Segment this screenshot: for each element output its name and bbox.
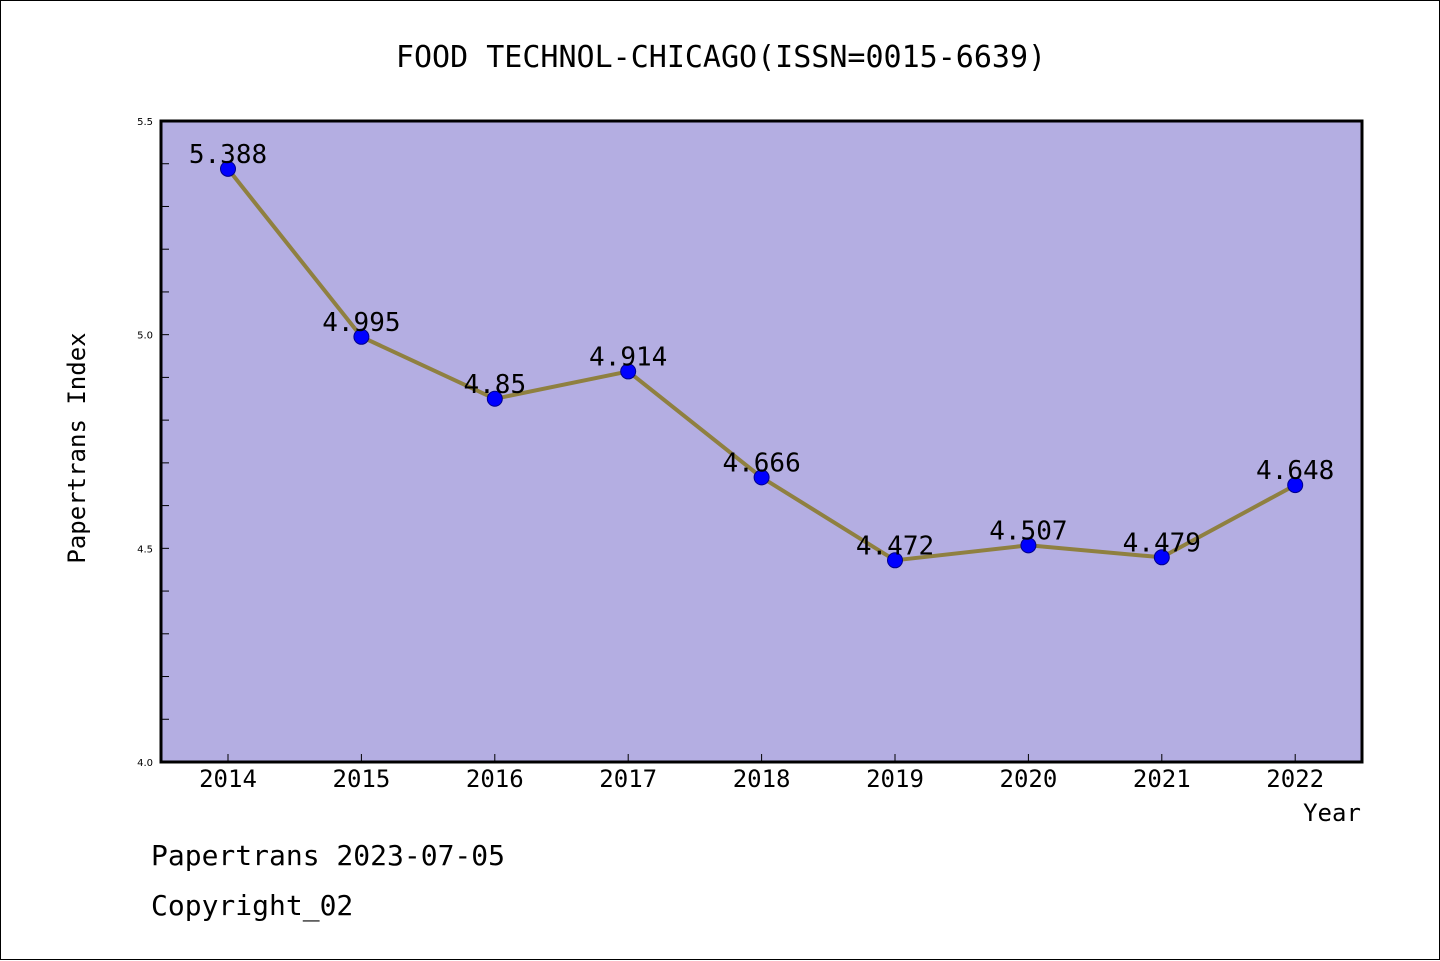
- data-point: [220, 160, 236, 177]
- x-tick-label: 2018: [733, 765, 791, 793]
- data-label: 4.85: [463, 370, 526, 400]
- y-tick-label: 5.0: [137, 331, 153, 342]
- data-markers: [220, 160, 1304, 569]
- y-minor-ticks: [161, 163, 169, 720]
- x-tick-label: 2017: [599, 765, 657, 793]
- data-label: 4.666: [722, 448, 800, 478]
- data-labels: 5.388 4.995 4.85 4.914 4.666 4.472 4.507 4.479 4…: [189, 140, 1334, 561]
- data-point: [620, 363, 637, 380]
- data-label: 4.472: [856, 531, 934, 561]
- x-tick-label: 2019: [866, 765, 924, 793]
- data-point: [887, 552, 903, 569]
- y-axis-ticks: 4.0 4.5 5.0 5.5: [137, 117, 169, 769]
- data-label: 4.914: [589, 342, 667, 372]
- footer-date: Papertrans 2023-07-05: [151, 839, 505, 872]
- data-label: 4.507: [989, 516, 1067, 546]
- footer-copyright: Copyright_02: [151, 889, 353, 923]
- data-point: [1153, 549, 1170, 566]
- x-tick-label: 2020: [1000, 765, 1058, 793]
- plot-area: [159, 119, 1364, 764]
- x-tick-label: 2021: [1133, 765, 1191, 793]
- y-tick-label: 5.5: [137, 117, 153, 128]
- x-axis-ticks: 2014 2015 2016 2017 2018 2019 2020 2021 2022: [199, 754, 1324, 793]
- data-label: 4.648: [1256, 456, 1334, 486]
- x-tick-label: 2016: [466, 765, 524, 793]
- data-point: [753, 469, 770, 486]
- data-label: 4.995: [322, 308, 400, 338]
- y-tick-label: 4.0: [137, 758, 153, 769]
- chart-title: FOOD TECHNOL-CHICAGO(ISSN=0015-6639): [396, 40, 1046, 75]
- x-tick-label: 2022: [1266, 765, 1324, 793]
- data-point: [1020, 537, 1037, 554]
- y-tick-label: 4.5: [137, 544, 153, 555]
- data-point: [486, 390, 503, 407]
- x-tick-label: 2015: [333, 765, 391, 793]
- data-label: 4.479: [1123, 528, 1201, 558]
- x-axis-label: Year: [1303, 799, 1361, 827]
- y-axis-label: Papertrans Index: [63, 332, 91, 563]
- x-tick-label: 2014: [199, 765, 257, 793]
- data-label: 5.388: [189, 140, 267, 170]
- data-point: [1287, 477, 1304, 494]
- data-point: [353, 328, 370, 345]
